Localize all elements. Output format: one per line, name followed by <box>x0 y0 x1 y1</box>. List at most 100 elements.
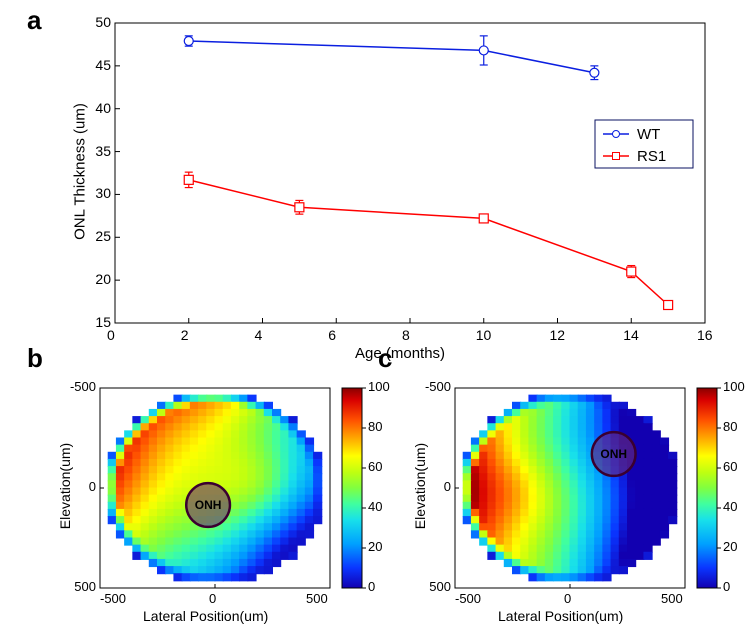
heat-cell <box>561 509 570 517</box>
heat-cell <box>280 445 289 453</box>
heat-cell <box>165 488 174 496</box>
heat-cell <box>297 445 306 453</box>
heat-cell <box>528 409 537 417</box>
heat-cell <box>570 416 579 424</box>
heat-cell <box>652 516 661 524</box>
heat-cell <box>165 523 174 531</box>
heat-cell <box>247 473 256 481</box>
heat-cell <box>660 495 669 503</box>
heat-cell <box>108 502 117 510</box>
panel-label-b: b <box>27 343 43 374</box>
heat-cell <box>512 545 521 553</box>
heat-cell <box>553 409 562 417</box>
heat-cell <box>553 430 562 438</box>
heat-cell <box>652 452 661 460</box>
heat-cell <box>190 438 199 446</box>
xtick-label: 2 <box>181 327 189 343</box>
heat-cell <box>215 559 224 567</box>
heat-cell <box>602 530 611 538</box>
heat-cell <box>643 480 652 488</box>
heat-cell <box>553 545 562 553</box>
heat-cell <box>643 530 652 538</box>
heat-cell <box>496 459 505 467</box>
heat-cell <box>256 502 265 510</box>
heat-cell <box>561 552 570 560</box>
heat-cell <box>520 416 529 424</box>
heat-cell <box>487 459 496 467</box>
heat-cell <box>586 523 595 531</box>
heat-cell <box>198 459 207 467</box>
heat-cell <box>157 430 166 438</box>
heat-cell <box>173 473 182 481</box>
heat-cell <box>206 452 215 460</box>
heat-cell <box>537 430 546 438</box>
heat-cell <box>132 473 141 481</box>
heat-cell <box>635 538 644 546</box>
heat-cell <box>280 430 289 438</box>
heat-cell <box>272 552 281 560</box>
heat-cell <box>660 473 669 481</box>
yaxis-label: Elevation(um) <box>412 421 428 551</box>
heat-cell <box>471 473 480 481</box>
heat-cell <box>652 445 661 453</box>
heat-cell <box>108 495 117 503</box>
heat-cell <box>611 523 620 531</box>
axes-box <box>115 23 705 323</box>
heat-cell <box>247 445 256 453</box>
heat-cell <box>496 502 505 510</box>
heat-cell <box>496 423 505 431</box>
heat-cell <box>141 459 150 467</box>
heat-cell <box>619 566 628 574</box>
heat-cell <box>173 459 182 467</box>
heat-cell <box>132 516 141 524</box>
heat-cell <box>471 452 480 460</box>
heat-cell <box>586 423 595 431</box>
heat-cell <box>635 495 644 503</box>
heat-cell <box>561 523 570 531</box>
heat-cell <box>157 502 166 510</box>
heat-cell <box>247 566 256 574</box>
heat-cell <box>247 502 256 510</box>
heat-cell <box>496 445 505 453</box>
heat-cell <box>108 466 117 474</box>
heat-cell <box>586 480 595 488</box>
heat-cell <box>594 523 603 531</box>
heat-cell <box>116 452 125 460</box>
heat-cell <box>627 523 636 531</box>
heat-cell <box>578 445 587 453</box>
heat-cell <box>256 559 265 567</box>
heat-cell <box>173 402 182 410</box>
heat-cell <box>305 452 314 460</box>
xtick-label: 4 <box>255 327 263 343</box>
heat-cell <box>479 459 488 467</box>
heat-cell <box>132 495 141 503</box>
heat-cell <box>602 423 611 431</box>
heat-cell <box>635 530 644 538</box>
heat-cell <box>619 409 628 417</box>
heat-cell <box>545 409 554 417</box>
heat-cell <box>520 430 529 438</box>
heat-cell <box>660 438 669 446</box>
heat-cell <box>165 495 174 503</box>
heat-cell <box>545 430 554 438</box>
heat-cell <box>297 509 306 517</box>
heat-cell <box>124 488 133 496</box>
heat-cell <box>173 573 182 581</box>
heat-cell <box>553 438 562 446</box>
heat-cell <box>264 445 273 453</box>
heat-cell <box>223 438 232 446</box>
heat-cell <box>190 452 199 460</box>
heat-cell <box>463 502 472 510</box>
heat-cell <box>256 430 265 438</box>
heat-cell <box>537 488 546 496</box>
heat-cell <box>537 573 546 581</box>
heat-cell <box>496 552 505 560</box>
heat-cell <box>586 466 595 474</box>
heat-cell <box>305 473 314 481</box>
heat-cell <box>264 409 273 417</box>
heat-cell <box>512 480 521 488</box>
heat-cell <box>264 523 273 531</box>
heat-cell <box>141 445 150 453</box>
heat-cell <box>561 416 570 424</box>
heat-cell <box>627 409 636 417</box>
